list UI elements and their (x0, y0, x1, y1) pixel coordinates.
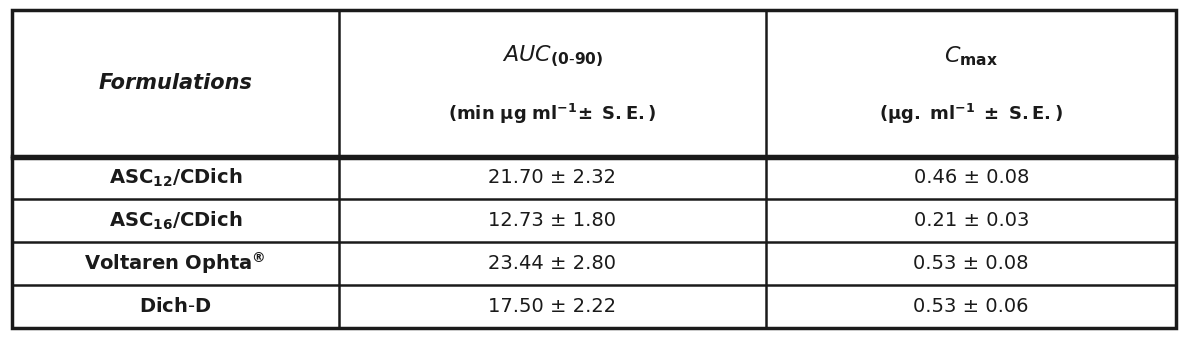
Text: 23.44 ± 2.80: 23.44 ± 2.80 (488, 254, 617, 273)
Text: $\mathbf{Voltaren\ Ophta^{\circledR}}$: $\mathbf{Voltaren\ Ophta^{\circledR}}$ (84, 250, 266, 276)
Text: Formulations: Formulations (99, 73, 252, 93)
Text: 21.70 ± 2.32: 21.70 ± 2.32 (488, 168, 617, 187)
Text: $\mathbf{(min\ \mu g\ ml^{-1}\!\pm\ S.E.)}$: $\mathbf{(min\ \mu g\ ml^{-1}\!\pm\ S.E.… (448, 102, 657, 126)
Text: $\mathbf{Dich\text{-}D}$: $\mathbf{Dich\text{-}D}$ (139, 297, 211, 316)
Text: $\mathbf{(\mu g.\ ml^{-1}\ \pm\ S.E.)}$: $\mathbf{(\mu g.\ ml^{-1}\ \pm\ S.E.)}$ (879, 102, 1063, 126)
Text: $\mathbf{ASC_{16}/CDich}$: $\mathbf{ASC_{16}/CDich}$ (108, 210, 242, 232)
Text: $\mathbf{\mathit{C}}_{\mathbf{max}}$: $\mathbf{\mathit{C}}_{\mathbf{max}}$ (944, 44, 998, 68)
Text: $\mathbf{\mathit{AUC}}$$_{\mathbf{(0\text{-}90)}}$: $\mathbf{\mathit{AUC}}$$_{\mathbf{(0\tex… (501, 43, 604, 69)
Text: 0.46 ± 0.08: 0.46 ± 0.08 (914, 168, 1029, 187)
Text: 0.53 ± 0.06: 0.53 ± 0.06 (914, 297, 1029, 316)
Text: 0.53 ± 0.08: 0.53 ± 0.08 (914, 254, 1029, 273)
Text: 0.21 ± 0.03: 0.21 ± 0.03 (914, 211, 1029, 230)
Text: $\mathbf{ASC_{12}/CDich}$: $\mathbf{ASC_{12}/CDich}$ (108, 167, 242, 189)
Text: 17.50 ± 2.22: 17.50 ± 2.22 (488, 297, 617, 316)
Text: 12.73 ± 1.80: 12.73 ± 1.80 (488, 211, 617, 230)
